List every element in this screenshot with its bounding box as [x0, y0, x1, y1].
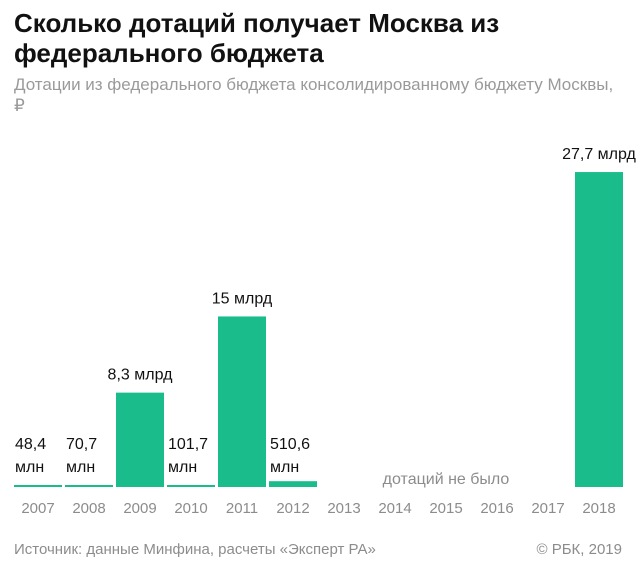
x-tick-2008: 2008: [72, 500, 105, 517]
x-tick-2012: 2012: [276, 500, 309, 517]
data-label-2012-line1: 510,6: [270, 436, 310, 453]
data-label-2007-line2: млн: [15, 459, 44, 476]
data-label-2010-line2: млн: [168, 459, 197, 476]
x-tick-2007: 2007: [21, 500, 54, 517]
data-label-2012-line2: млн: [270, 459, 299, 476]
bar-2011: [218, 316, 266, 487]
annotation-no-subsidies: дотаций не было: [383, 471, 510, 488]
data-label-2007-line1: 48,4: [15, 436, 46, 453]
source-note: Источник: данные Минфина, расчеты «Экспе…: [14, 541, 376, 558]
x-tick-2011: 2011: [226, 500, 258, 517]
data-label-2009: 8,3 млрд: [108, 367, 174, 384]
data-label-2008-line1: 70,7: [66, 436, 97, 453]
x-tick-2015: 2015: [429, 500, 462, 517]
data-label-2018: 27,7 млрд: [562, 146, 636, 163]
chart-subtitle: Дотации из федерального бюджета консолид…: [14, 75, 614, 115]
x-tick-2010: 2010: [174, 500, 207, 517]
x-tick-2009: 2009: [123, 500, 156, 517]
bar-2008: [65, 485, 113, 487]
x-tick-2014: 2014: [378, 500, 411, 517]
bar-2018: [575, 172, 623, 487]
bar-2007: [14, 485, 62, 487]
bar-2009: [116, 392, 164, 487]
bar-2010: [167, 485, 215, 487]
copyright: © РБК, 2019: [536, 541, 622, 558]
data-label-2010-line1: 101,7: [168, 436, 208, 453]
x-tick-2016: 2016: [480, 500, 513, 517]
chart-title: Сколько дотаций получает Москва из федер…: [14, 8, 500, 68]
data-label-2011: 15 млрд: [212, 290, 273, 307]
x-tick-2018: 2018: [582, 500, 615, 517]
x-tick-2017: 2017: [531, 500, 564, 517]
x-tick-2013: 2013: [327, 500, 360, 517]
data-label-2008-line2: млн: [66, 459, 95, 476]
bar-2012: [269, 481, 317, 487]
